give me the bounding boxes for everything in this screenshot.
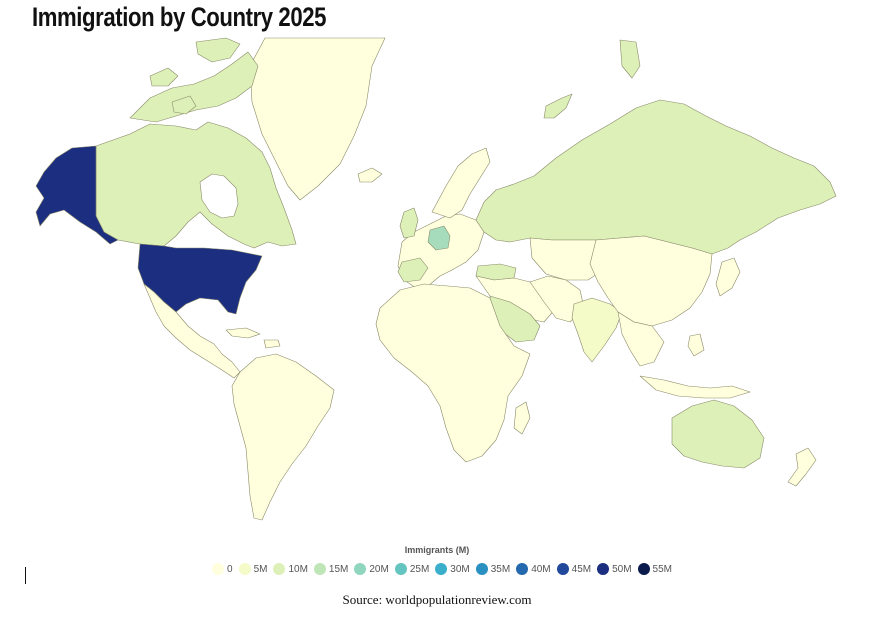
legend-swatch	[637, 563, 650, 575]
country-germany[interactable]	[427, 225, 451, 251]
legend-item[interactable]: 40M	[516, 563, 551, 575]
hudson-bay	[199, 173, 239, 219]
country-greenland[interactable]	[249, 37, 386, 201]
country-philippines[interactable]	[687, 333, 705, 357]
legend-label: 25M	[409, 563, 430, 575]
country-alaska[interactable]	[35, 145, 119, 245]
country-scandinavia[interactable]	[431, 147, 491, 219]
country-iceland[interactable]	[357, 167, 383, 183]
country-canada-islands-2[interactable]	[195, 37, 241, 63]
legend-swatch	[313, 563, 326, 575]
legend-swatch	[556, 563, 569, 575]
legend-swatch	[394, 563, 407, 575]
legend-label: 20M	[369, 563, 389, 575]
legend-swatch	[354, 563, 367, 575]
country-africa[interactable]	[375, 283, 531, 463]
country-madagascar[interactable]	[513, 401, 531, 435]
legend-item[interactable]: 35M	[475, 563, 511, 575]
legend-swatch	[516, 563, 529, 575]
country-india[interactable]	[571, 297, 623, 363]
country-spain[interactable]	[397, 257, 429, 283]
legend-item[interactable]: 10M	[273, 563, 308, 575]
legend-item[interactable]: 0	[212, 563, 233, 575]
legend-item[interactable]: 30M	[435, 563, 470, 575]
legend-label: 45M	[571, 563, 592, 575]
legend-label: 10M	[288, 563, 308, 575]
legend-item[interactable]: 5M	[238, 563, 268, 575]
country-russia-arctic[interactable]	[619, 39, 641, 79]
legend-label: 0	[227, 563, 233, 575]
country-russia[interactable]	[475, 99, 837, 255]
country-cuba[interactable]	[225, 327, 261, 339]
country-china[interactable]	[589, 235, 713, 327]
legend-swatch	[212, 563, 224, 575]
text-cursor	[25, 567, 26, 584]
country-russia-novaya-zemlya[interactable]	[543, 93, 573, 119]
country-southeast-asia[interactable]	[617, 311, 665, 367]
legend: 0 5M 10M 15M 20M 25M 30M 35M 40M 45M 50M 55M	[212, 562, 678, 576]
source-caption: Source: worldpopulationreview.com	[342, 592, 532, 607]
country-japan[interactable]	[715, 257, 741, 297]
legend-label: 40M	[531, 563, 551, 575]
legend-label: 15M	[328, 563, 349, 575]
country-uk[interactable]	[399, 207, 419, 239]
country-canada-islands-4[interactable]	[171, 95, 197, 115]
country-indonesia[interactable]	[639, 375, 751, 399]
legend-item[interactable]: 45M	[556, 563, 592, 575]
world-map	[35, 37, 837, 521]
legend-swatch	[597, 563, 610, 575]
legend-swatch	[475, 563, 488, 575]
legend-item[interactable]: 55M	[637, 563, 672, 575]
legend-swatch	[238, 563, 251, 575]
legend-title: Immigrants (M)	[404, 545, 470, 555]
country-canada-islands-3[interactable]	[149, 67, 179, 87]
country-south-america[interactable]	[231, 353, 335, 521]
legend-label: 50M	[612, 563, 632, 575]
legend-label: 5M	[253, 563, 268, 575]
country-hispaniola[interactable]	[263, 339, 281, 349]
legend-item[interactable]: 20M	[354, 563, 389, 575]
legend-label: 35M	[490, 563, 511, 575]
country-new-zealand[interactable]	[787, 447, 817, 487]
legend-swatch	[435, 563, 448, 575]
legend-item[interactable]: 25M	[394, 563, 430, 575]
country-canada-islands[interactable]	[129, 51, 259, 123]
legend-item[interactable]: 15M	[313, 563, 349, 575]
legend-label: 30M	[450, 563, 470, 575]
legend-item[interactable]: 50M	[597, 563, 632, 575]
map-title: Immigration by Country 2025	[32, 2, 327, 32]
legend-swatch	[273, 563, 286, 575]
legend-label: 55M	[652, 563, 672, 575]
country-australia[interactable]	[671, 399, 765, 469]
